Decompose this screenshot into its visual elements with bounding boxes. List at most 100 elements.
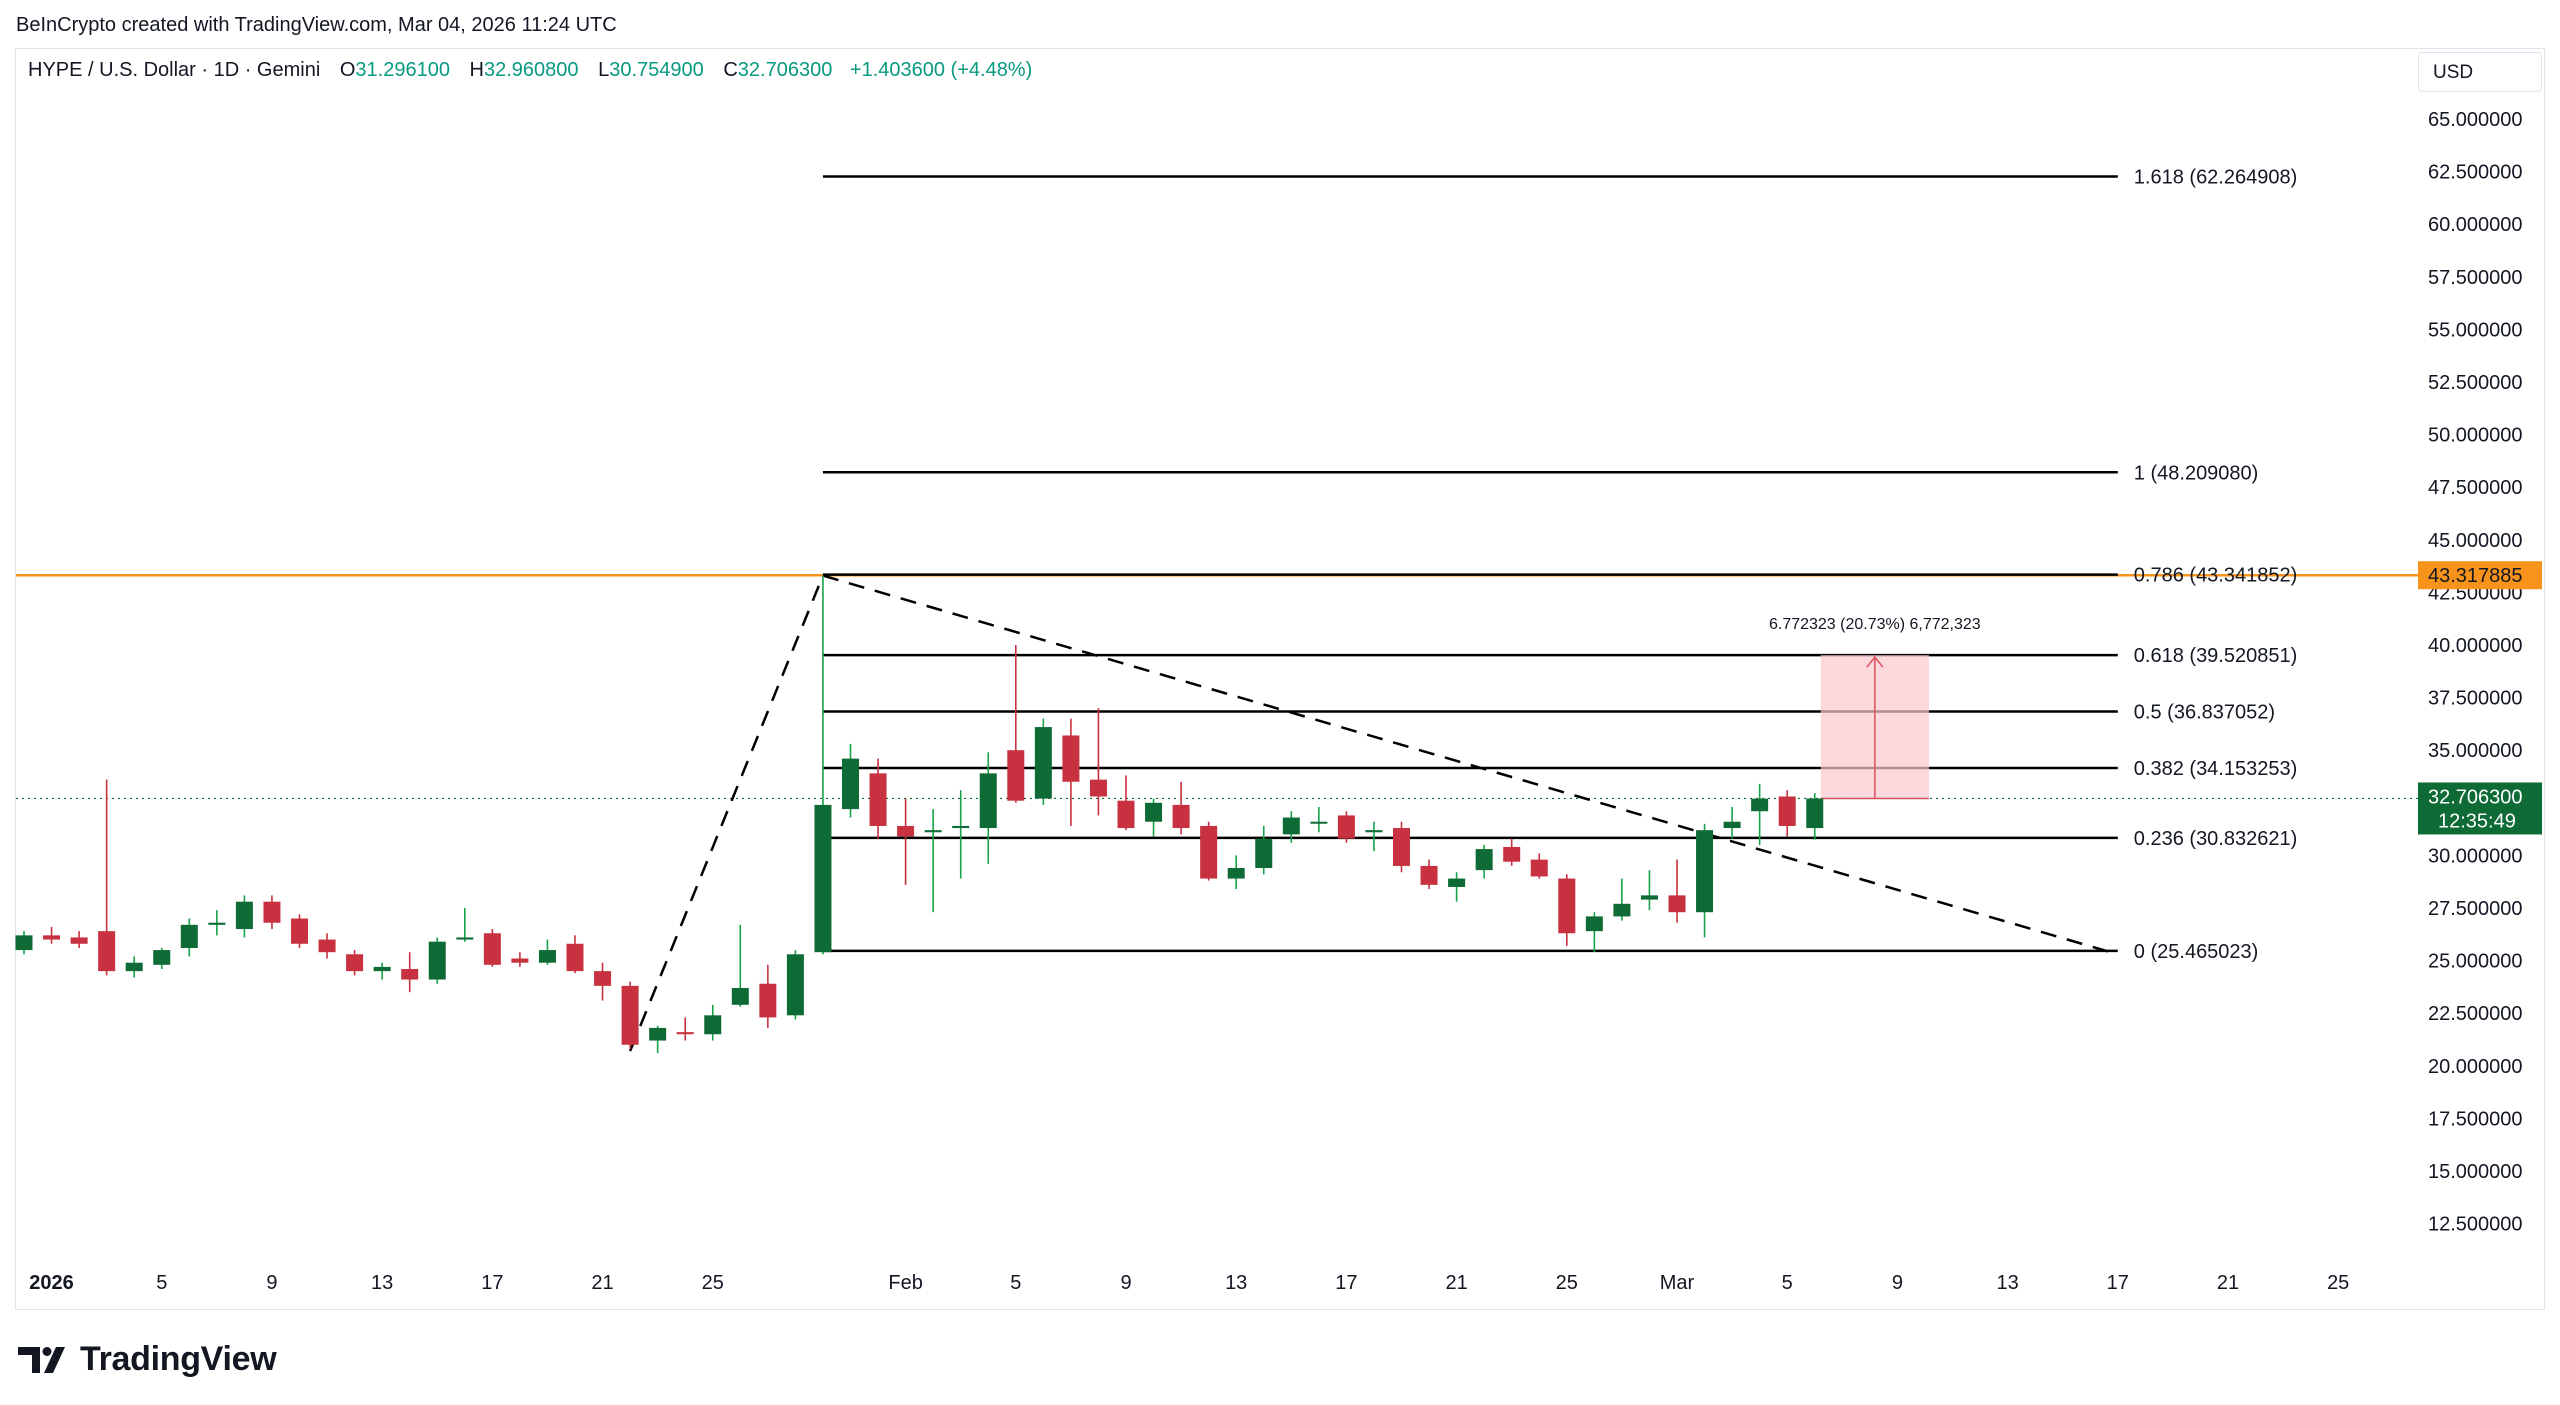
y-tick-label: 47.500000 [2428,477,2523,499]
candle-up [125,956,143,978]
y-tick-label: 20.000000 [2428,1056,2523,1078]
y-tick-label: 37.500000 [2428,688,2523,710]
candle-body [1420,865,1438,885]
candle-body [621,985,639,1045]
candle-down [1503,838,1521,866]
candle-body [814,804,832,953]
candle-body [235,901,253,930]
candle-down [1117,775,1135,831]
x-tick-label: Feb [888,1272,922,1294]
chart-credit: BeInCrypto created with TradingView.com,… [16,14,617,36]
x-tick-label: 25 [1556,1272,1578,1294]
x-tick-label: 13 [1996,1272,2018,1294]
candle-up [208,910,226,936]
candle-body [1365,830,1383,833]
candle-down [1420,859,1438,890]
candle-body [1668,895,1686,913]
candle-body [1640,895,1658,900]
candle-down [594,962,612,1001]
candle-down [566,935,584,974]
trendline-layer [628,574,2119,1052]
y-tick-label: 35.000000 [2428,740,2523,762]
close-label: C [723,59,737,81]
candle-up [1255,825,1273,875]
candle-up [649,1025,667,1054]
fib-level-label: 0 (25.465023) [2134,941,2259,963]
fib-level-label: 0.786 (43.341852) [2134,565,2297,587]
fib-level-label: 0.236 (30.832621) [2134,828,2297,850]
candle-body [1475,849,1493,871]
y-tick-label: 15.000000 [2428,1161,2523,1183]
candle-down [897,798,915,885]
time-axis: 2026 5 9 13 17 21 25 Feb 5 9 13 17 21 25 Mar 5 9 13 17 21 25 [29,1272,2349,1294]
high-value: 32.960800 [484,59,579,81]
chart-frame [15,48,2545,1310]
projection-layer: 6.772323 (20.73%) 6,772,323 [1769,616,1981,800]
candle-body [1503,846,1521,862]
candle-up [979,752,997,864]
y-tick-label: 57.500000 [2428,267,2523,289]
low-value: 30.754900 [609,59,704,81]
candle-down [70,931,88,948]
y-tick-label: 40.000000 [2428,635,2523,657]
x-tick-label: 21 [2217,1272,2239,1294]
y-tick-label: 60.000000 [2428,214,2523,236]
price-axis: 65.000000 62.500000 60.000000 57.500000 55.0… [2428,109,2523,1236]
candle-body [1062,735,1080,782]
x-tick-label: 25 [702,1272,724,1294]
candle-body [979,773,997,829]
candle-body [1007,750,1025,801]
candle-body [318,939,336,953]
candle-body [1393,828,1410,866]
y-tick-label: 12.500000 [2428,1214,2523,1236]
candle-down [483,929,501,967]
candle-up [1640,870,1658,911]
candle-up [952,790,970,879]
candle-up [1034,718,1052,805]
x-tick-label: 17 [1335,1272,1357,1294]
candle-down [1668,859,1686,923]
candle-body [1778,796,1796,826]
candle-body [594,971,612,986]
candle-up [1310,807,1328,833]
candle-body [842,758,859,810]
candle-down [1778,790,1796,837]
currency-button[interactable]: USD [2418,52,2542,92]
fib-level-label: 0.5 (36.837052) [2134,702,2275,724]
candle-down [1393,821,1410,873]
candle-body [897,825,915,837]
x-tick-label: 17 [2107,1272,2129,1294]
candle-body [1751,798,1769,812]
candles-layer [15,575,1824,1054]
x-tick-label: 5 [1782,1272,1793,1294]
candle-body [676,1032,694,1035]
y-tick-label: 27.500000 [2428,898,2523,920]
candle-down [1089,708,1107,816]
candle-up [704,1004,722,1041]
projection-label: 6.772323 (20.73%) 6,772,323 [1769,616,1981,633]
candle-body [1530,859,1548,877]
candle-down [1172,781,1190,835]
y-tick-label: 45.000000 [2428,530,2523,552]
low-label: L [598,59,609,81]
trendline [822,574,2119,956]
x-tick-label: 13 [1225,1272,1247,1294]
ohlc-legend: HYPE / U.S. Dollar · 1D · Gemini O31.296… [28,59,1032,81]
y-tick-label: 55.000000 [2428,319,2523,341]
candle-down [759,964,777,1028]
candle-body [1448,878,1466,887]
close-value: 32.706300 [738,59,833,81]
candle-up [15,931,33,955]
candle-up [456,908,474,942]
candle-down [1530,853,1548,879]
candle-up [235,895,253,938]
fib-level-label: 1.618 (62.264908) [2134,167,2297,189]
last-price-badge [2418,782,2542,835]
candle-body [869,773,887,826]
candle-body [208,922,226,925]
tradingview-logo[interactable]: TradingView [18,1340,277,1379]
candle-up [924,809,942,913]
x-tick-label: 25 [2327,1272,2349,1294]
